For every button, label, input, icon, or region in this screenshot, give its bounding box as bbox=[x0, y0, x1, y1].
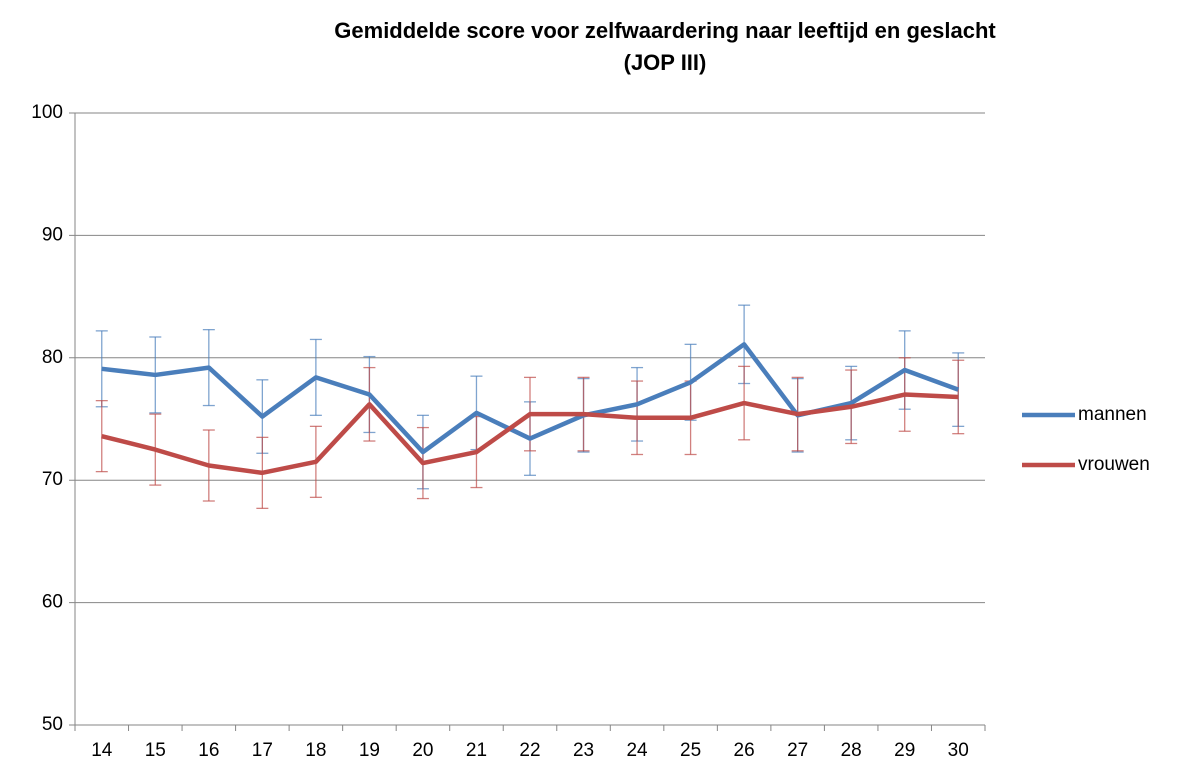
x-tick-label: 15 bbox=[145, 740, 166, 761]
chart-title: (JOP III) bbox=[624, 50, 707, 75]
x-tick-label: 18 bbox=[305, 740, 326, 761]
x-tick-label: 16 bbox=[198, 740, 219, 761]
y-tick-label: 50 bbox=[42, 714, 63, 735]
x-tick-label: 22 bbox=[519, 740, 540, 761]
x-tick-label: 21 bbox=[466, 740, 487, 761]
legend-label: vrouwen bbox=[1078, 454, 1150, 475]
x-tick-label: 28 bbox=[841, 740, 862, 761]
x-tick-label: 17 bbox=[252, 740, 273, 761]
x-tick-label: 30 bbox=[948, 740, 969, 761]
series-line bbox=[101, 392, 959, 476]
y-tick-label: 90 bbox=[42, 224, 63, 245]
y-tick-label: 70 bbox=[42, 469, 63, 490]
y-tick-label: 60 bbox=[42, 592, 63, 613]
y-tick-label: 80 bbox=[42, 347, 63, 368]
legend-label: mannen bbox=[1078, 404, 1147, 425]
chart-title: Gemiddelde score voor zelfwaardering naa… bbox=[334, 18, 996, 43]
x-tick-label: 23 bbox=[573, 740, 594, 761]
x-tick-label: 27 bbox=[787, 740, 808, 761]
x-tick-label: 19 bbox=[359, 740, 380, 761]
y-tick-label: 100 bbox=[31, 102, 63, 123]
x-tick-label: 14 bbox=[91, 740, 113, 761]
x-tick-label: 20 bbox=[412, 740, 433, 761]
x-tick-label: 25 bbox=[680, 740, 701, 761]
x-tick-label: 29 bbox=[894, 740, 915, 761]
x-tick-label: 24 bbox=[626, 740, 648, 761]
x-tick-label: 26 bbox=[734, 740, 755, 761]
